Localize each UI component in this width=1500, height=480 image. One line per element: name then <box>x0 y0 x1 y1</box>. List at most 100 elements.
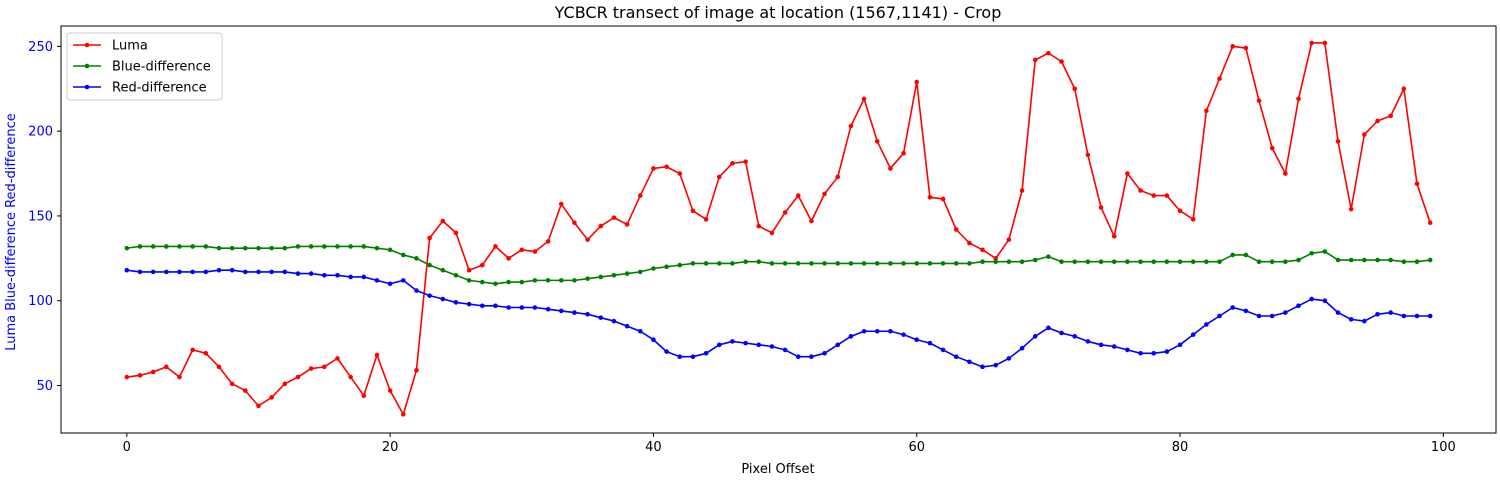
data-point-red-difference <box>1032 334 1038 339</box>
data-point-luma <box>1125 171 1130 176</box>
data-point-luma <box>440 218 446 224</box>
data-point-luma <box>1243 45 1249 51</box>
data-point-red-difference <box>690 354 696 359</box>
data-point-luma <box>914 79 920 85</box>
data-point-blue-difference <box>690 261 696 266</box>
data-point-luma <box>164 364 169 370</box>
data-point-red-difference <box>611 318 617 324</box>
data-point-red-difference <box>440 296 446 302</box>
data-point-blue-difference <box>295 244 301 249</box>
data-point-blue-difference <box>414 256 419 261</box>
data-point-luma <box>269 395 274 400</box>
data-point-luma <box>361 393 367 398</box>
data-point-blue-difference <box>993 259 999 265</box>
data-point-blue-difference <box>585 276 590 281</box>
data-point-blue-difference <box>545 278 551 283</box>
data-point-blue-difference <box>308 244 314 249</box>
data-point-blue-difference <box>532 278 538 283</box>
data-point-luma <box>558 201 564 207</box>
data-point-red-difference <box>1388 310 1393 315</box>
data-point-red-difference <box>519 305 525 310</box>
x-tick-label: 60 <box>908 440 925 455</box>
data-point-luma <box>1204 108 1209 114</box>
data-point-red-difference <box>282 269 288 275</box>
data-point-luma <box>335 356 340 361</box>
data-point-luma <box>953 227 959 232</box>
legend-swatch-marker <box>84 42 90 48</box>
data-point-red-difference <box>216 267 222 273</box>
data-point-luma <box>1177 208 1183 214</box>
data-point-luma <box>256 403 261 409</box>
data-point-red-difference <box>716 342 722 348</box>
data-point-luma <box>1375 118 1380 124</box>
data-point-luma <box>769 230 775 236</box>
data-point-luma <box>980 247 985 253</box>
data-point-luma <box>690 208 696 214</box>
data-point-blue-difference <box>387 247 393 253</box>
data-point-luma <box>506 256 511 261</box>
data-point-red-difference <box>361 274 367 280</box>
x-tick-label: 80 <box>1172 440 1189 455</box>
data-point-luma <box>216 364 222 370</box>
y-tick-label: 200 <box>28 125 53 140</box>
data-point-blue-difference <box>809 261 814 266</box>
legend-label: Luma <box>112 39 148 54</box>
data-point-blue-difference <box>914 261 920 266</box>
data-point-luma <box>716 174 722 180</box>
data-point-red-difference <box>874 328 880 334</box>
data-point-red-difference <box>1296 303 1301 309</box>
data-point-luma <box>479 262 485 268</box>
data-point-blue-difference <box>1335 257 1341 263</box>
data-point-blue-difference <box>1204 259 1209 265</box>
data-point-luma <box>848 123 854 129</box>
data-point-blue-difference <box>1032 257 1038 263</box>
data-point-luma <box>322 364 327 370</box>
y-axis-ticks: 50 100 150 200 250 <box>28 40 61 394</box>
data-point-luma <box>1085 152 1091 158</box>
data-point-luma <box>888 166 893 171</box>
data-point-red-difference <box>1375 311 1380 317</box>
data-point-blue-difference <box>1217 259 1222 265</box>
data-point-luma <box>466 267 472 273</box>
data-point-blue-difference <box>137 244 143 249</box>
data-point-red-difference <box>1098 342 1104 348</box>
data-point-blue-difference <box>1164 259 1170 265</box>
data-point-blue-difference <box>1256 259 1262 265</box>
y-axis-label: Luma Blue-difference Red-difference <box>4 113 19 351</box>
data-point-luma <box>743 159 748 164</box>
data-point-luma <box>519 247 525 253</box>
data-point-red-difference <box>414 288 419 293</box>
data-point-luma <box>243 388 248 393</box>
data-point-red-difference <box>1230 305 1235 310</box>
data-point-luma <box>901 150 906 156</box>
data-point-red-difference <box>479 303 485 309</box>
data-point-luma <box>1296 96 1301 102</box>
data-point-blue-difference <box>269 245 274 251</box>
data-point-red-difference <box>229 267 235 273</box>
data-point-red-difference <box>1427 313 1433 319</box>
data-point-blue-difference <box>427 262 432 268</box>
data-point-red-difference <box>1072 334 1078 339</box>
data-point-blue-difference <box>453 272 459 278</box>
series-line-luma <box>126 42 1431 416</box>
data-point-red-difference <box>374 278 380 283</box>
data-point-blue-difference <box>1111 259 1117 265</box>
data-point-blue-difference <box>874 261 880 266</box>
data-point-red-difference <box>967 359 972 365</box>
data-point-luma <box>861 96 867 102</box>
data-point-blue-difference <box>1401 259 1407 265</box>
data-point-blue-difference <box>1138 259 1143 265</box>
data-point-luma <box>137 373 143 378</box>
data-point-luma <box>1046 50 1051 56</box>
data-point-blue-difference <box>1019 259 1025 265</box>
data-point-luma <box>598 223 604 229</box>
data-point-luma <box>637 193 643 198</box>
data-point-red-difference <box>572 310 577 315</box>
data-point-red-difference <box>1335 310 1341 315</box>
data-point-red-difference <box>308 271 314 276</box>
data-point-red-difference <box>400 278 406 283</box>
data-point-luma <box>1256 98 1262 103</box>
data-point-luma <box>1388 113 1393 119</box>
data-point-red-difference <box>888 328 893 334</box>
data-point-red-difference <box>993 362 999 368</box>
